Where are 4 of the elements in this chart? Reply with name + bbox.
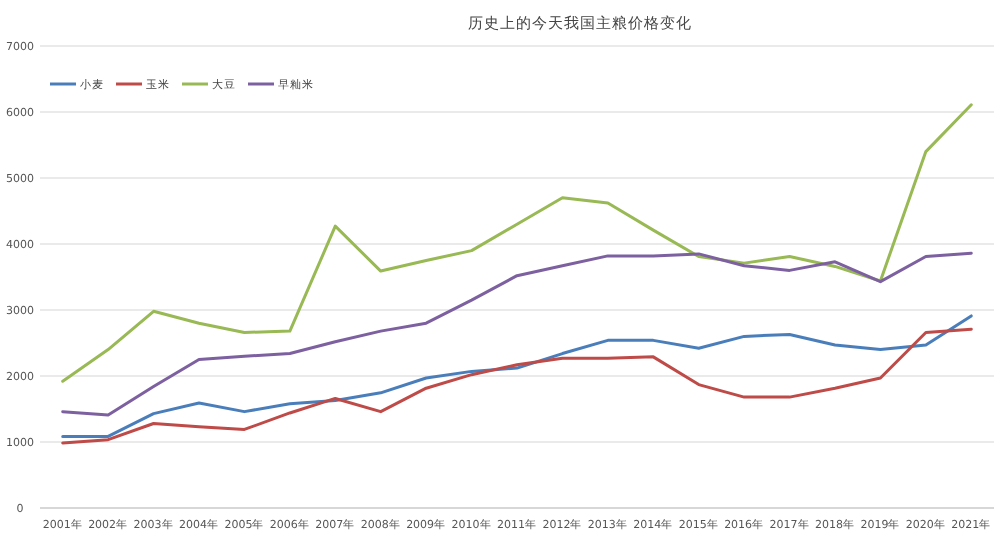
line-series [61,251,973,417]
line-series [61,314,973,438]
line-series [61,103,973,383]
line-series [61,327,973,445]
